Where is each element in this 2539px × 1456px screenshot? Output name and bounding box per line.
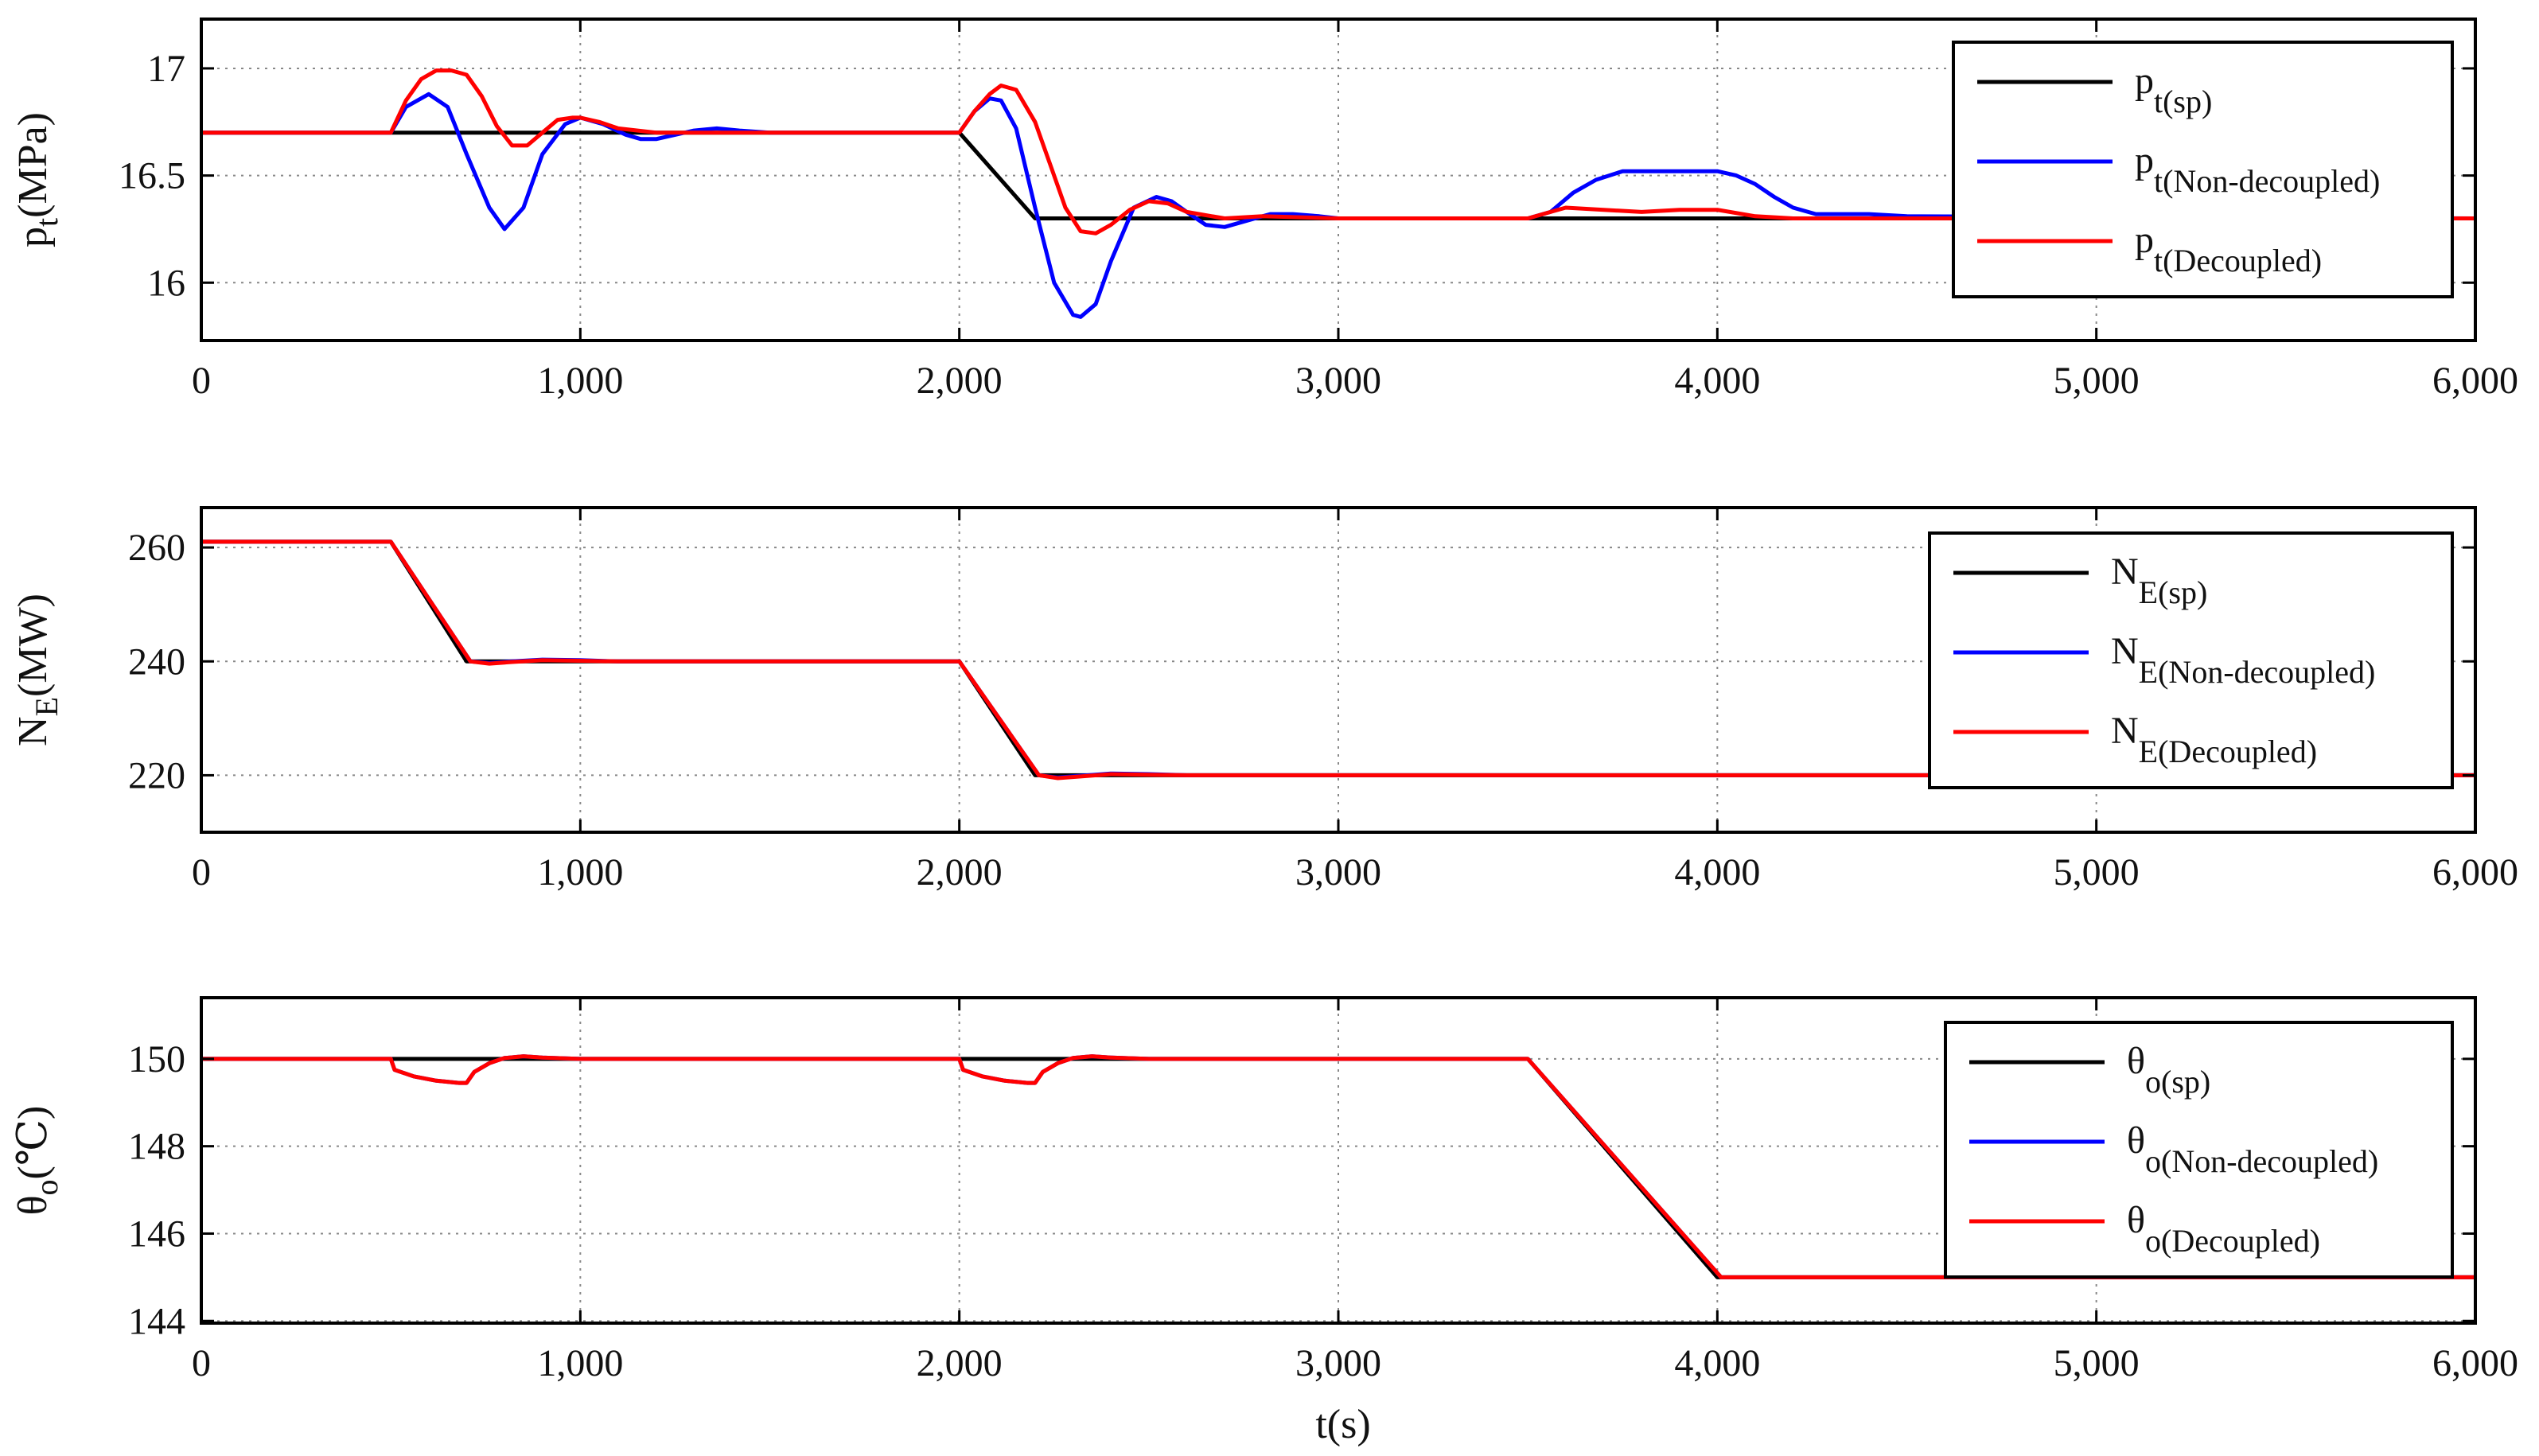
- legend: NE(sp) NE(Non-decoupled) NE(Decoupled): [1928, 531, 2454, 789]
- legend-box: [1944, 1021, 2454, 1279]
- x-tick-label: 6,000: [2432, 851, 2518, 893]
- x-tick-label: 2,000: [917, 360, 1003, 402]
- y-tick-label: 144: [128, 1300, 185, 1342]
- series-line-tnon-decoupled: [201, 91, 2475, 319]
- legend-entry: θo(sp): [2127, 1040, 2210, 1100]
- x-tick-label: 5,000: [2054, 851, 2140, 893]
- x-tick-label: 1,000: [537, 360, 623, 402]
- y-tick-label: 240: [128, 640, 185, 683]
- x-tick-label: 6,000: [2432, 1342, 2518, 1384]
- x-axis-label: t(s): [1315, 1402, 1370, 1447]
- x-tick-label: 1,000: [537, 851, 623, 893]
- y-tick-label: 220: [128, 754, 185, 796]
- y-axis-label: pt(MPa): [10, 112, 64, 247]
- x-tick-label: 4,000: [1674, 360, 1760, 402]
- y-tick-label: 16.5: [119, 155, 185, 197]
- x-tick-label: 2,000: [917, 851, 1003, 893]
- panel-temperature: 0 1,000 2,000 3,000 4,000 5,000 6,000 144 146 148…: [10, 996, 2518, 1384]
- legend-entry: pt(Non-decoupled): [2135, 139, 2380, 199]
- x-tick-label: 3,000: [1295, 1342, 1381, 1384]
- x-tick-label: 4,000: [1674, 1342, 1760, 1384]
- legend-entry: pt(sp): [2135, 60, 2212, 119]
- legend-entry: θo(Non-decoupled): [2127, 1119, 2378, 1179]
- y-axis-label: NE(MW): [10, 594, 64, 746]
- y-tick-label: 146: [128, 1213, 185, 1255]
- legend-box: [1928, 531, 2454, 789]
- x-tick-label: 4,000: [1674, 851, 1760, 893]
- x-tick-label: 6,000: [2432, 360, 2518, 402]
- series-line-odecoupled: [201, 1054, 2475, 1279]
- y-tick-label: 150: [128, 1038, 185, 1080]
- x-tick-label: 0: [192, 360, 211, 402]
- legend: pt(sp) pt(Non-decoupled) pt(Decoupled): [1952, 41, 2454, 298]
- legend-box: [1952, 41, 2454, 298]
- x-tick-label: 0: [192, 1342, 211, 1384]
- legend-entry: NE(Decoupled): [2111, 710, 2317, 769]
- y-tick-label: 260: [128, 527, 185, 569]
- y-tick-label: 17: [147, 48, 185, 90]
- x-tick-label: 5,000: [2054, 360, 2140, 402]
- x-tick-label: 3,000: [1295, 360, 1381, 402]
- x-tick-label: 3,000: [1295, 851, 1381, 893]
- panel-pressure: 0 1,000 2,000 3,000 4,000 5,000 6,000 16 16.5 17 p…: [10, 18, 2518, 402]
- x-tick-label: 2,000: [917, 1342, 1003, 1384]
- panel-power: 0 1,000 2,000 3,000 4,000 5,000 6,000 220 240 260…: [10, 506, 2518, 893]
- x-tick-label: 5,000: [2054, 1342, 2140, 1384]
- legend: θo(sp) θo(Non-decoupled) θo(Decoupled): [1944, 1021, 2454, 1279]
- legend-entry: NE(Non-decoupled): [2111, 630, 2375, 690]
- series-line-tdecoupled: [201, 68, 2475, 236]
- legend-entry: pt(Decoupled): [2135, 219, 2322, 278]
- x-tick-label: 1,000: [537, 1342, 623, 1384]
- x-tick-label: 0: [192, 851, 211, 893]
- legend-entry: θo(Decoupled): [2127, 1199, 2320, 1259]
- y-tick-label: 148: [128, 1126, 185, 1168]
- y-axis-label: θo(℃): [10, 1106, 64, 1216]
- y-tick-label: 16: [147, 262, 185, 304]
- legend-entry: NE(sp): [2111, 551, 2207, 610]
- series-line-edecoupled: [201, 539, 2475, 781]
